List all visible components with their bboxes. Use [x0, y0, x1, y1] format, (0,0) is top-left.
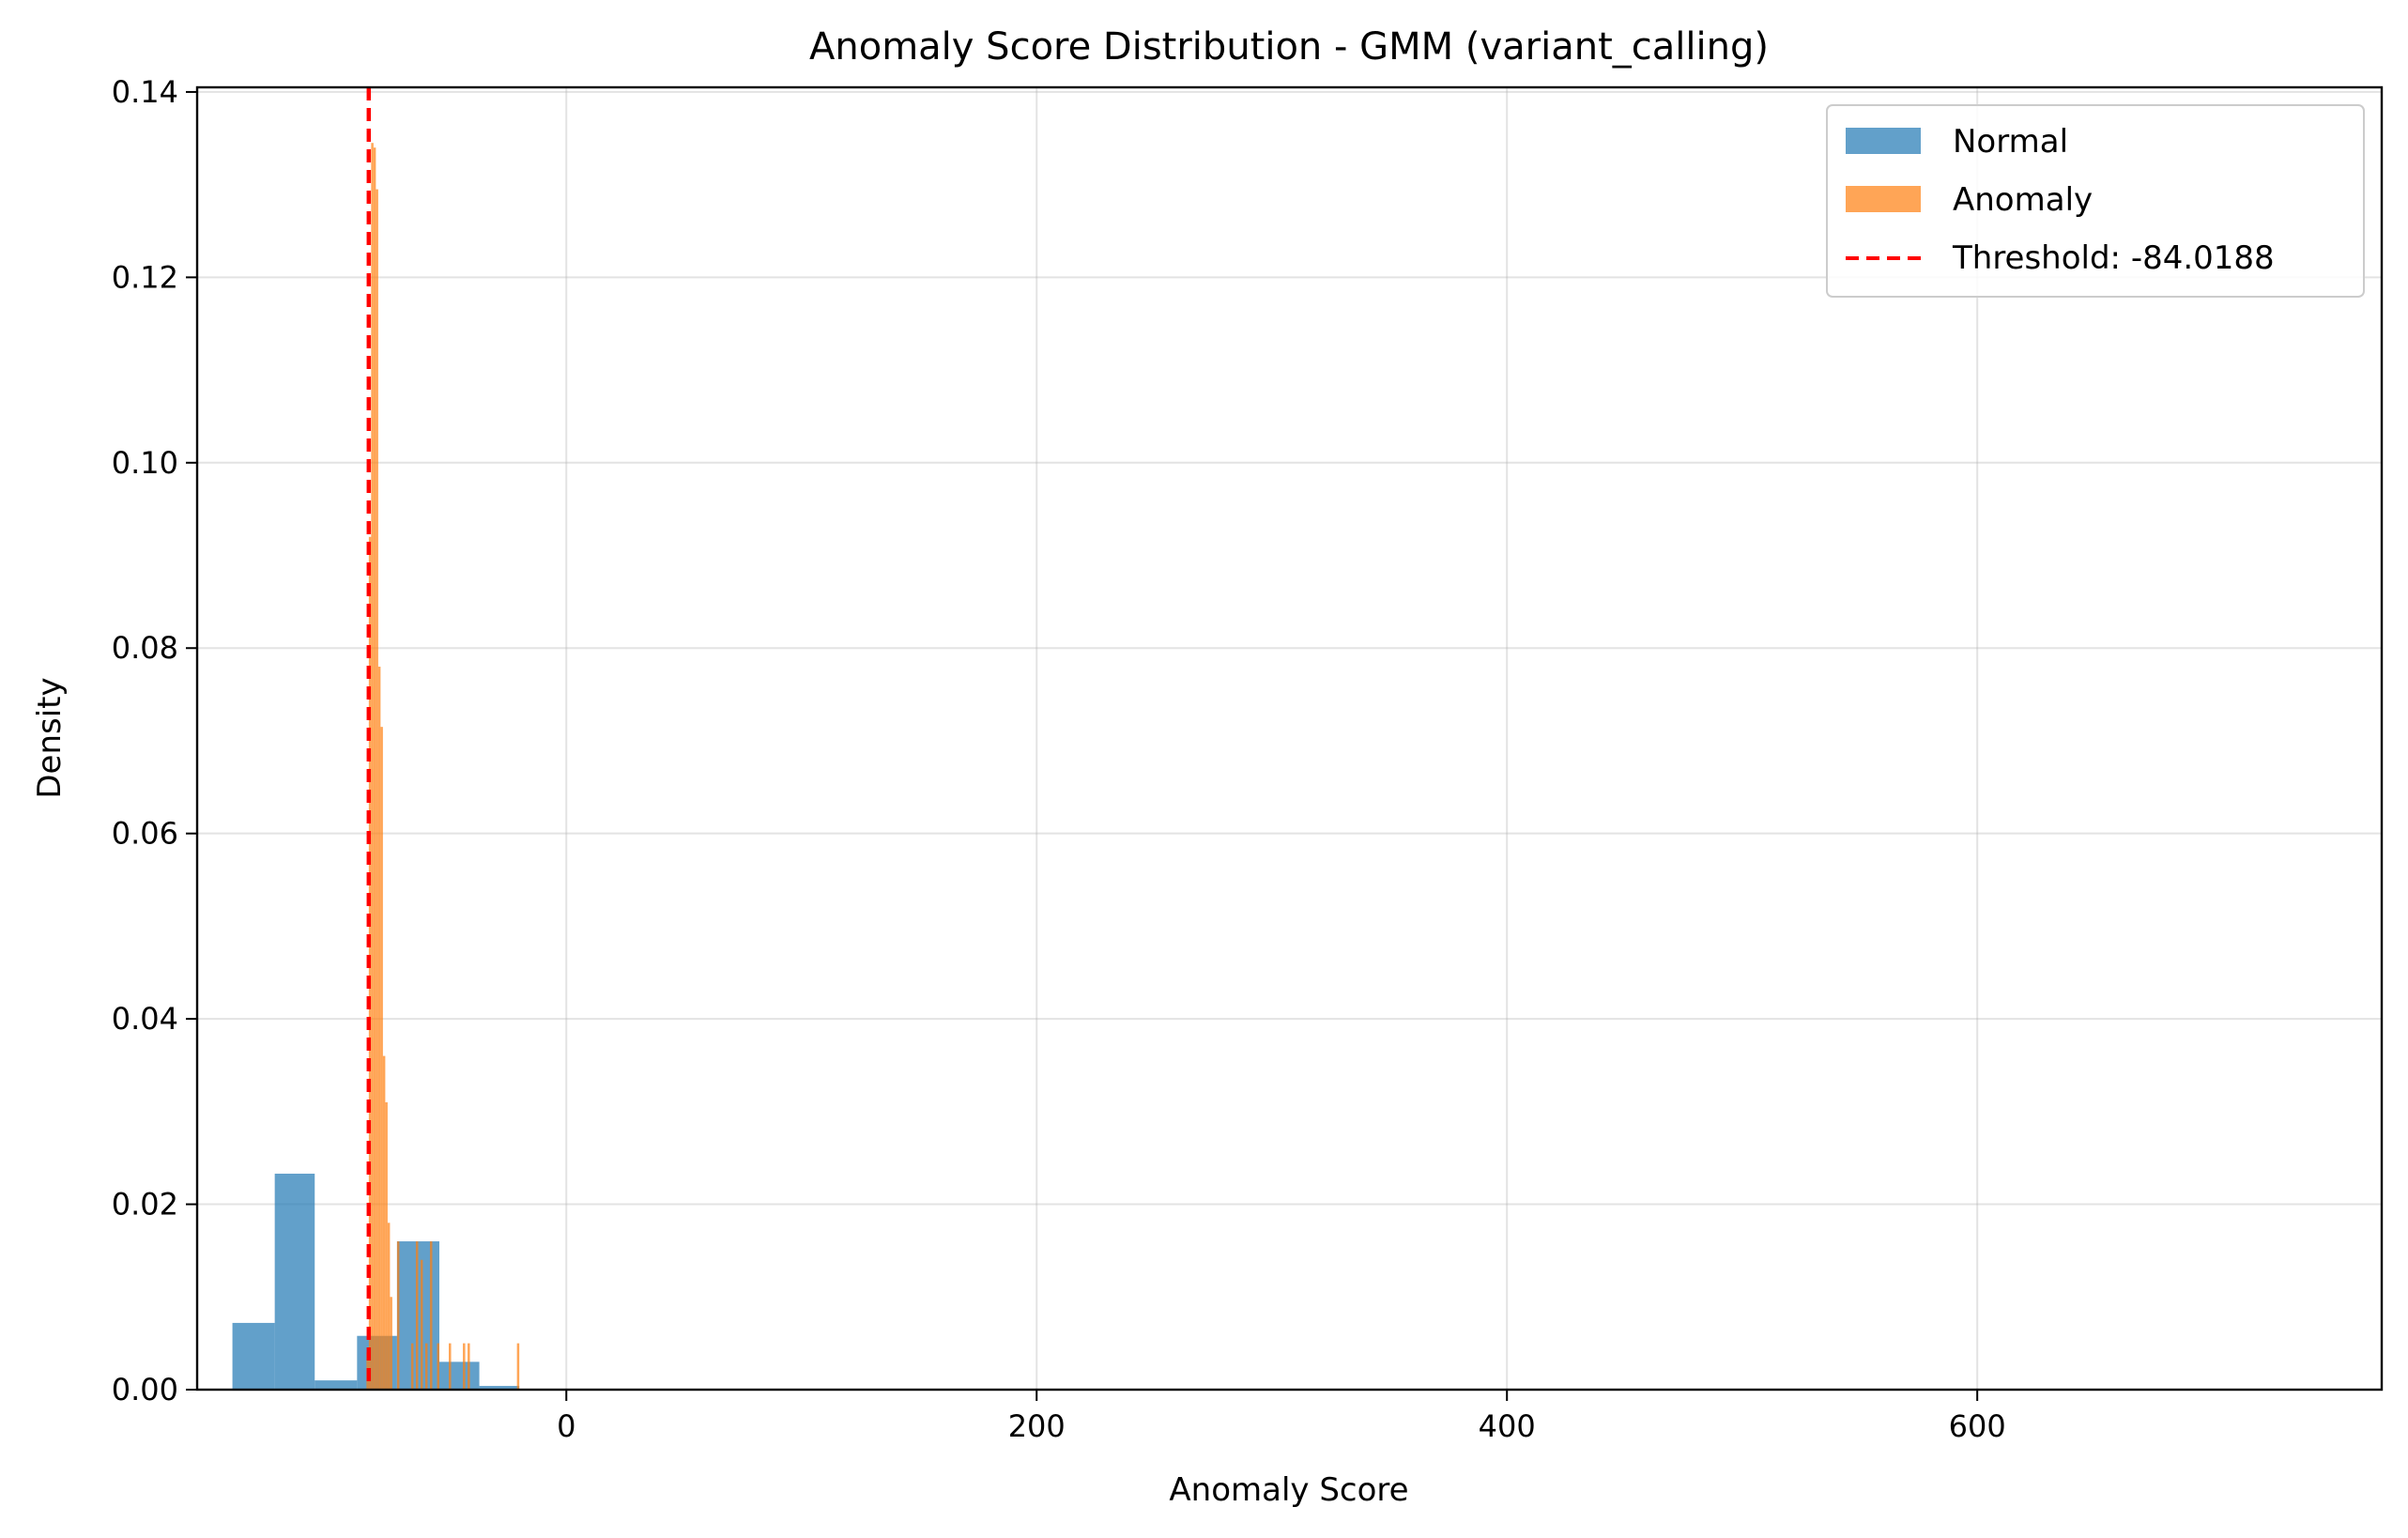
- anomaly-bar: [387, 1223, 391, 1390]
- anomaly-bar: [468, 1343, 470, 1390]
- anomaly-bar: [437, 1343, 439, 1390]
- anomaly-bar: [396, 1241, 400, 1390]
- x-axis-label: Anomaly Score: [1169, 1471, 1408, 1509]
- legend-label-threshold: Threshold: -84.0188: [1952, 239, 2275, 277]
- y-axis-label: Density: [31, 677, 69, 798]
- legend: Normal Anomaly Threshold: -84.0188: [1826, 104, 2365, 298]
- anomaly-bar: [390, 1297, 392, 1390]
- anomaly-bar: [424, 1343, 428, 1390]
- anomaly-bar: [373, 147, 376, 1391]
- normal-bar: [314, 1380, 358, 1390]
- y-tick-label: 0.06: [112, 816, 178, 852]
- normal-bar: [479, 1386, 520, 1390]
- x-axis-ticks: 0 200 400 600: [557, 1390, 2006, 1444]
- plot-frame: [195, 85, 2384, 1392]
- legend-label-anomaly: Anomaly: [1953, 181, 2093, 219]
- y-axis-ticks: 0.00 0.02 0.04 0.06 0.08 0.10 0.12 0.14: [112, 74, 197, 1407]
- legend-swatch-anomaly: [1846, 186, 1921, 212]
- anomaly-bar: [385, 1101, 388, 1390]
- y-tick-label: 0.02: [112, 1187, 178, 1223]
- y-tick-label: 0.08: [112, 630, 178, 666]
- y-tick-label: 0.00: [112, 1372, 178, 1407]
- anomaly-bar: [516, 1343, 520, 1390]
- legend-frame: [1826, 104, 2365, 298]
- anomaly-bar: [377, 666, 381, 1390]
- anomaly-bar: [410, 1343, 414, 1390]
- anomaly-bar: [415, 1241, 419, 1390]
- anomaly-bar: [376, 189, 378, 1391]
- normal-bar: [232, 1322, 275, 1390]
- normal-bar: [274, 1173, 315, 1390]
- anomaly-bar: [449, 1343, 452, 1390]
- y-tick-label: 0.14: [112, 74, 178, 110]
- legend-label-normal: Normal: [1953, 123, 2068, 161]
- y-tick-label: 0.04: [112, 1001, 178, 1037]
- anomaly-bar: [382, 1055, 386, 1390]
- histogram-bars: [232, 143, 520, 1391]
- anomaly-bar: [429, 1241, 433, 1390]
- anomaly-bar: [420, 1259, 423, 1390]
- legend-swatch-normal: [1846, 128, 1921, 154]
- x-tick-label: 400: [1479, 1408, 1536, 1444]
- y-tick-label: 0.10: [112, 445, 178, 481]
- x-tick-label: 600: [1949, 1408, 2006, 1444]
- y-tick-label: 0.12: [112, 259, 178, 295]
- x-tick-label: 0: [557, 1408, 575, 1444]
- normal-bar: [438, 1361, 480, 1390]
- x-tick-label: 200: [1008, 1408, 1066, 1444]
- chart-title: Anomaly Score Distribution - GMM (varian…: [809, 25, 1769, 69]
- anomaly-bar: [463, 1343, 466, 1390]
- anomaly-bar: [371, 143, 374, 1390]
- anomaly-bar: [380, 727, 383, 1390]
